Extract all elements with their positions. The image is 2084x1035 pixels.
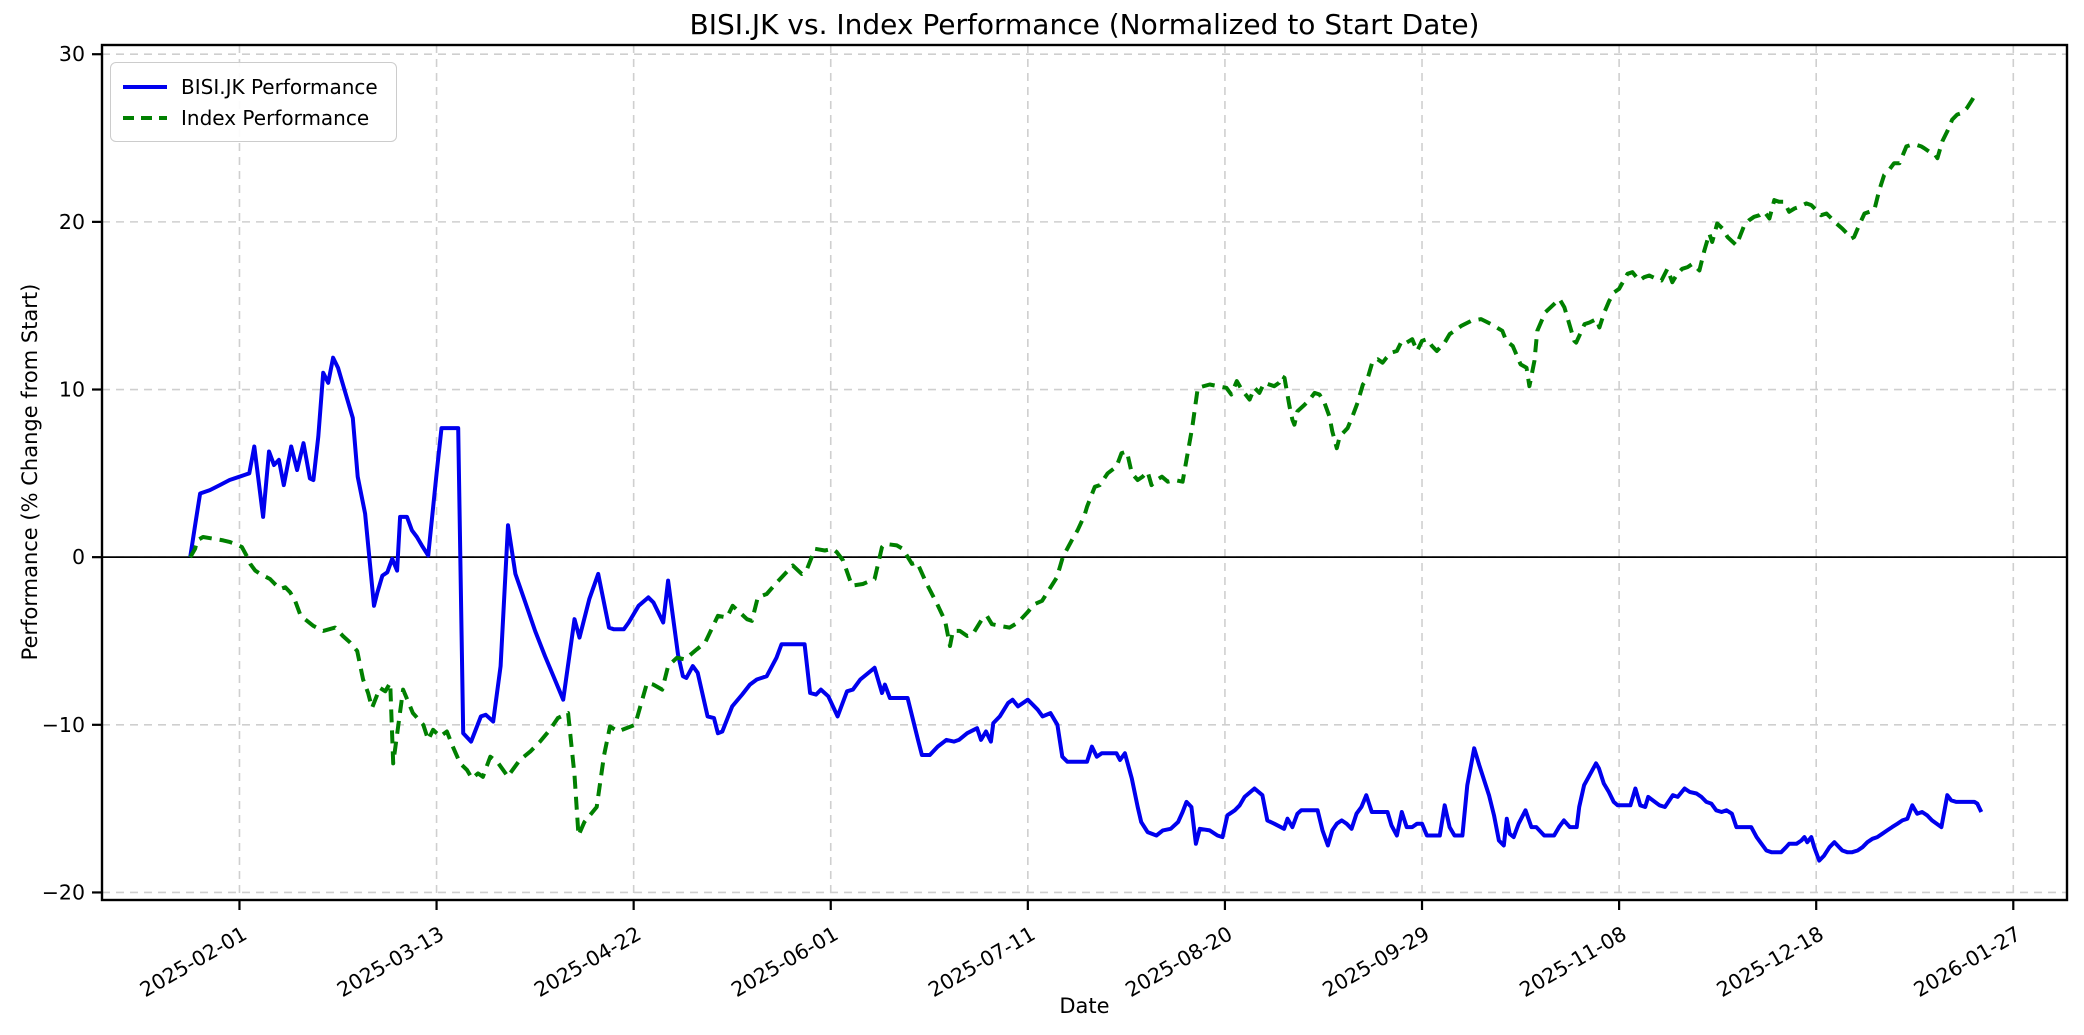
y-tick-label: 20 bbox=[59, 210, 85, 234]
y-tick-label: −10 bbox=[42, 713, 85, 737]
series-line-bisi bbox=[188, 355, 1984, 863]
x-tick-label: 2025-06-01 bbox=[727, 922, 842, 1002]
legend-item-index: Index Performance bbox=[123, 102, 378, 133]
legend: BISI.JK Performance Index Performance bbox=[110, 62, 397, 142]
legend-item-bisi: BISI.JK Performance bbox=[123, 71, 378, 102]
y-tick-label: −20 bbox=[42, 880, 85, 904]
series-line-index bbox=[188, 90, 1980, 838]
x-tick-label: 2025-07-11 bbox=[924, 922, 1039, 1002]
x-tick-label: 2025-12-18 bbox=[1713, 922, 1828, 1002]
x-tick-label: 2025-08-20 bbox=[1121, 922, 1236, 1002]
x-tick-label: 2025-09-29 bbox=[1318, 922, 1433, 1002]
x-tick-label: 2025-11-08 bbox=[1515, 922, 1630, 1002]
chart-title: BISI.JK vs. Index Performance (Normalize… bbox=[689, 8, 1480, 41]
x-axis-label: Date bbox=[1059, 994, 1110, 1018]
bisi-line-swatch-icon bbox=[123, 84, 167, 89]
legend-label-bisi: BISI.JK Performance bbox=[181, 74, 378, 99]
x-tick-label: 2025-02-01 bbox=[136, 922, 251, 1002]
axes-spines bbox=[100, 43, 2069, 902]
index-line-swatch-icon bbox=[123, 115, 167, 120]
legend-label-index: Index Performance bbox=[181, 105, 370, 130]
y-tick-label: 10 bbox=[59, 378, 85, 402]
y-tick-label: 0 bbox=[72, 545, 85, 569]
x-tick-label: 2026-01-27 bbox=[1910, 922, 2025, 1002]
y-tick-label: 30 bbox=[59, 42, 85, 66]
x-tick-label: 2025-04-22 bbox=[530, 922, 645, 1002]
x-tick-label: 2025-03-13 bbox=[333, 922, 448, 1002]
